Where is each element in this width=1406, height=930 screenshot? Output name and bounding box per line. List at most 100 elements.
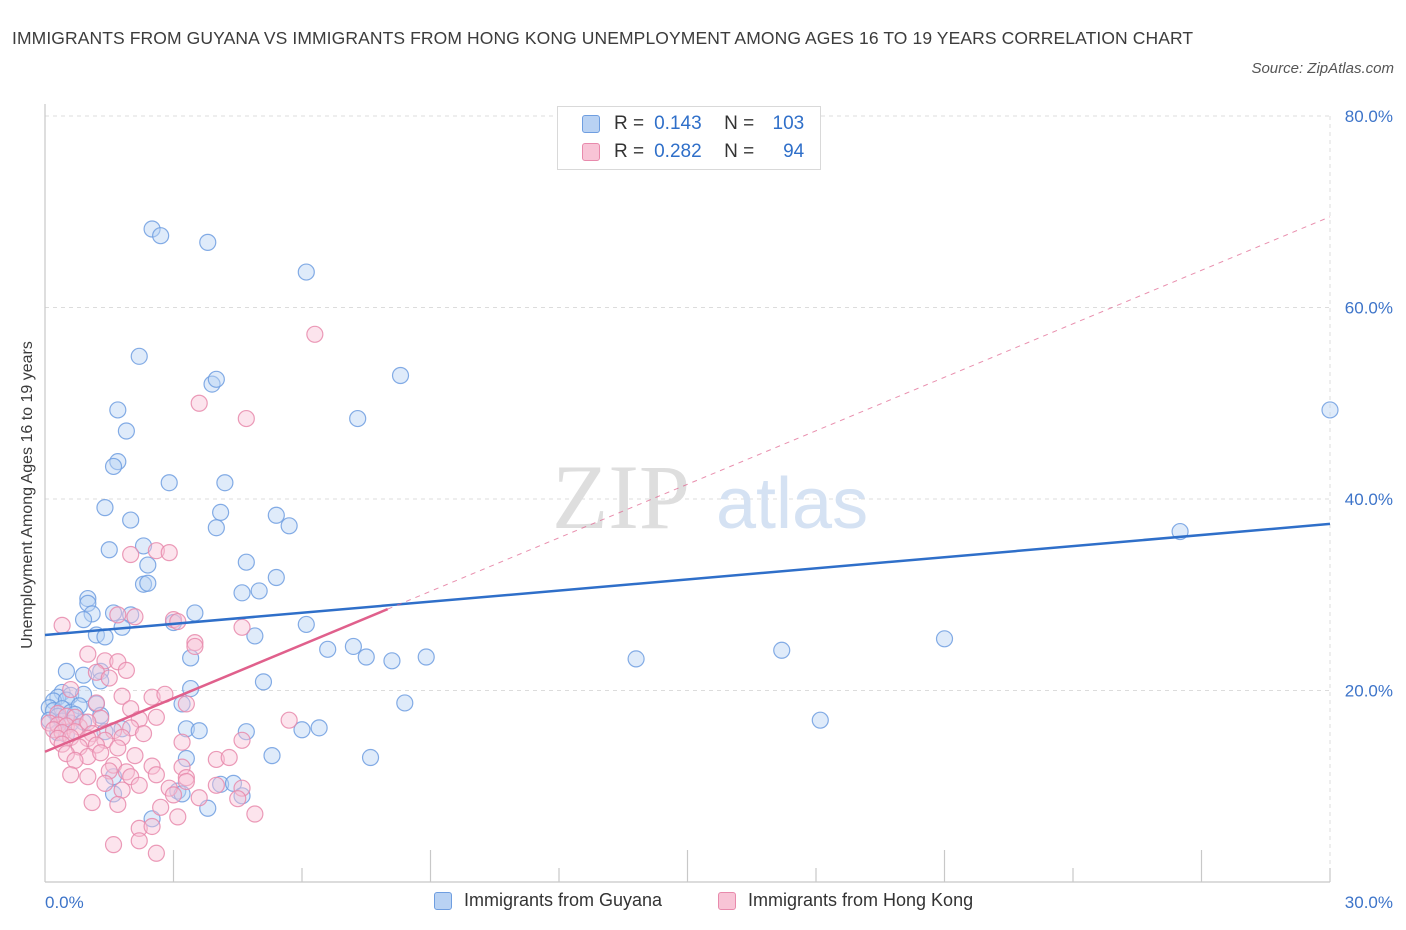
guyana-point — [263, 747, 281, 765]
guyana-point — [250, 582, 268, 600]
hongkong-point — [169, 808, 187, 826]
hongkong-point — [62, 680, 80, 699]
guyana-point — [349, 409, 367, 428]
guyana-point — [811, 711, 829, 729]
guyana-point — [357, 648, 375, 666]
hongkong-point — [186, 634, 204, 652]
hongkong-point — [190, 789, 208, 807]
guyana-point — [383, 652, 401, 670]
chart-title: IMMIGRANTS FROM GUYANA VS IMMIGRANTS FRO… — [12, 28, 1194, 48]
hongkong-point — [92, 709, 110, 727]
hongkong-point — [109, 795, 127, 814]
series-legend-guyana: Immigrants from Guyana — [434, 890, 662, 911]
guyana-point — [212, 503, 230, 522]
guyana-point — [237, 723, 255, 741]
guyana-point — [100, 541, 118, 559]
y-tick-label: 40.0% — [1345, 490, 1393, 509]
guyana-point — [177, 749, 195, 768]
hongkong-point — [113, 728, 131, 747]
legend-n-label: N = — [724, 113, 755, 134]
trend-lines — [44, 216, 1331, 753]
hongkong-point — [177, 769, 195, 787]
series-legend: Immigrants from Guyana Immigrants from H… — [0, 890, 1406, 916]
hongkong-point — [109, 606, 127, 624]
legend-r-value: 0.143 — [654, 113, 702, 134]
hongkong-point — [130, 776, 148, 794]
hongkong-point — [79, 768, 97, 786]
guyana-point — [293, 721, 311, 739]
hongkong-point — [134, 724, 153, 743]
guyana-point — [267, 568, 285, 587]
hongkong-point — [66, 751, 84, 769]
hongkong-point — [100, 669, 118, 687]
series-legend-hongkong: Immigrants from Hong Kong — [718, 890, 973, 911]
hongkong-point — [87, 694, 106, 712]
hongkong-point — [147, 542, 165, 560]
hongkong-point — [152, 798, 170, 816]
guyana-point — [160, 474, 178, 492]
y-tick-label: 20.0% — [1345, 682, 1393, 701]
hongkong-point — [237, 409, 255, 428]
hongkong-point — [246, 805, 264, 823]
guyana-point — [319, 640, 337, 658]
hongkong-point — [130, 832, 148, 850]
guyana-point — [199, 233, 217, 251]
guyana-point — [190, 722, 208, 740]
guyana-point — [237, 553, 255, 571]
hongkong-point — [147, 844, 165, 862]
guyana-point — [177, 720, 195, 738]
guyana-point — [254, 673, 273, 691]
hongkong-point — [233, 731, 251, 749]
guyana-point — [391, 366, 410, 385]
hongkong-point — [126, 608, 144, 626]
guyana-point — [79, 594, 97, 612]
hongkong-point — [53, 616, 71, 634]
guyana-point — [104, 457, 123, 476]
hongkong-point — [280, 711, 298, 729]
guyana-point — [207, 519, 225, 537]
guyana-point — [361, 748, 380, 767]
hongkong-point — [104, 836, 123, 854]
hongkong-point — [143, 688, 161, 706]
y-tick-label: 60.0% — [1345, 299, 1393, 318]
hongkong-point — [113, 781, 131, 799]
hongkong-point — [57, 745, 76, 763]
hongkong-point — [207, 750, 225, 769]
legend-n-label: N = — [724, 141, 755, 162]
guyana-point — [74, 611, 93, 629]
hongkong-point — [169, 612, 187, 631]
guyana-point — [297, 263, 315, 281]
guyana-point — [773, 641, 791, 659]
hongkong-point — [229, 790, 247, 808]
guyana-point — [122, 511, 140, 529]
legend-row-guyana: R = 0.143 N = 103 — [582, 112, 804, 136]
guyana-point — [117, 422, 135, 440]
legend-swatch-guyana — [582, 115, 600, 133]
hongkong-point — [177, 695, 195, 713]
y-tick-label: 80.0% — [1345, 107, 1393, 126]
hongkong-point — [79, 747, 97, 766]
hongkong-point — [126, 747, 144, 765]
hongkong-point — [96, 774, 114, 792]
series-legend-label: Immigrants from Guyana — [464, 890, 663, 910]
legend-r-value: 0.282 — [654, 141, 702, 162]
guyana-point — [267, 506, 285, 524]
hongkong-trend-extension — [387, 216, 1331, 610]
source-label: Source: ZipAtlas.com — [1251, 60, 1394, 77]
hongkong-point — [220, 748, 238, 767]
hongkong-point — [143, 817, 161, 836]
hongkong-point — [147, 766, 165, 784]
series-legend-label: Immigrants from Hong Kong — [748, 890, 974, 910]
hongkong-point — [117, 661, 135, 679]
hongkong-point — [233, 618, 251, 636]
hongkong-point — [306, 325, 324, 343]
x-tick-label: 30.0% — [1345, 893, 1393, 912]
guyana-point — [396, 694, 414, 712]
guyana-point — [130, 347, 148, 365]
guyana-point — [246, 627, 264, 645]
hongkong-point — [130, 819, 148, 837]
guyana-point — [109, 401, 127, 419]
hongkong-point — [83, 793, 101, 812]
guyana-point — [152, 227, 170, 245]
